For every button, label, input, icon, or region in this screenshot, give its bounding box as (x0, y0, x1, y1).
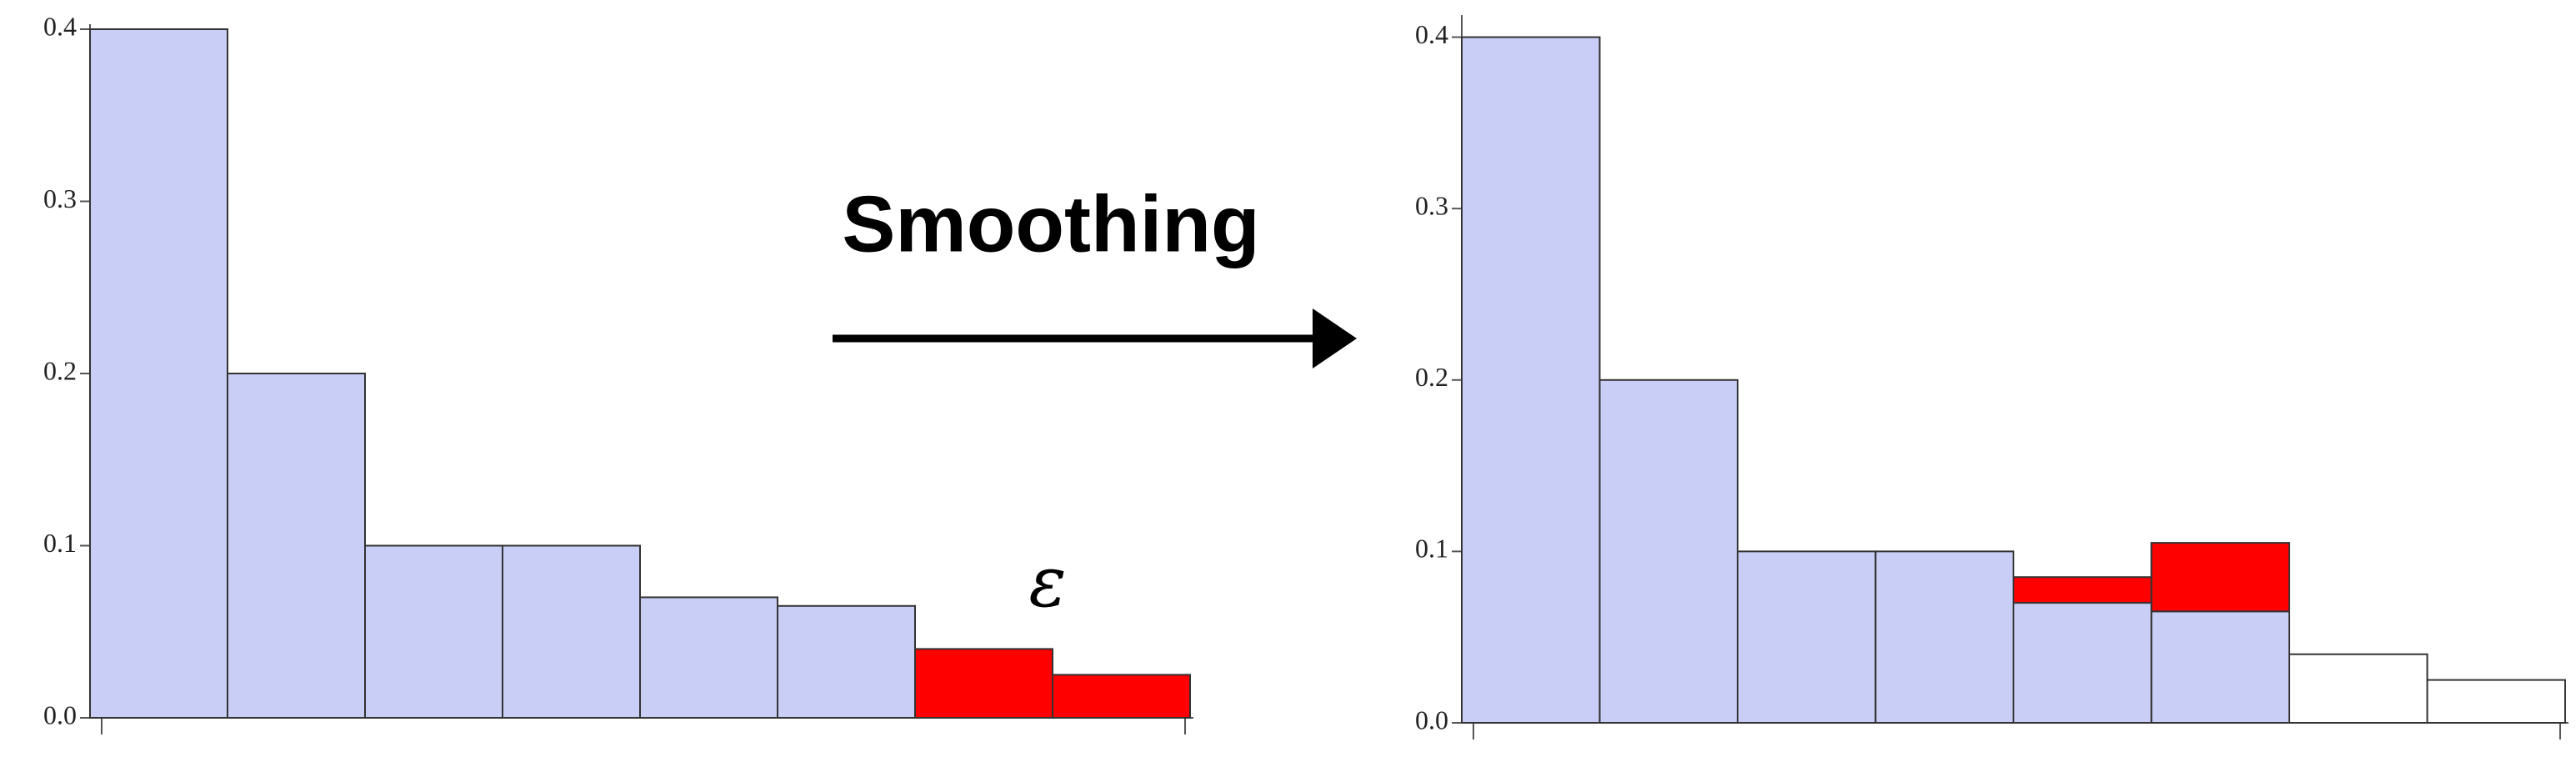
bar (1461, 36, 1601, 724)
arrow-head (1313, 308, 1357, 368)
y-tick-label: 0.0 (1415, 704, 1448, 734)
y-tick-label: 0.1 (1415, 534, 1448, 564)
arrow-label: Smoothing (842, 179, 1259, 268)
y-tick-label: 0.4 (43, 11, 77, 41)
bar (1874, 550, 2014, 724)
bar (639, 596, 778, 719)
annotation: ε (1028, 541, 1066, 623)
y-tick-label: 0.2 (43, 355, 77, 385)
y-tick-label: 0.3 (1415, 191, 1448, 221)
bar (227, 373, 366, 719)
bar (2013, 602, 2153, 724)
bar (502, 544, 641, 719)
bar (914, 648, 1053, 719)
y-tick-label: 0.1 (43, 528, 77, 558)
bar (2013, 576, 2153, 604)
bar (364, 544, 503, 719)
y-tick-label: 0.0 (43, 699, 77, 729)
bar (1052, 674, 1191, 719)
y-tick-label: 0.2 (1415, 362, 1448, 392)
bar (2426, 679, 2566, 724)
bar (2150, 610, 2290, 724)
bar (777, 604, 916, 719)
bar (1737, 550, 1877, 724)
y-tick-label: 0.3 (43, 183, 77, 213)
bar (1598, 378, 1738, 724)
bar (2150, 542, 2290, 613)
bar (89, 28, 228, 719)
bar (2288, 653, 2428, 724)
y-tick-label: 0.4 (1415, 19, 1448, 49)
